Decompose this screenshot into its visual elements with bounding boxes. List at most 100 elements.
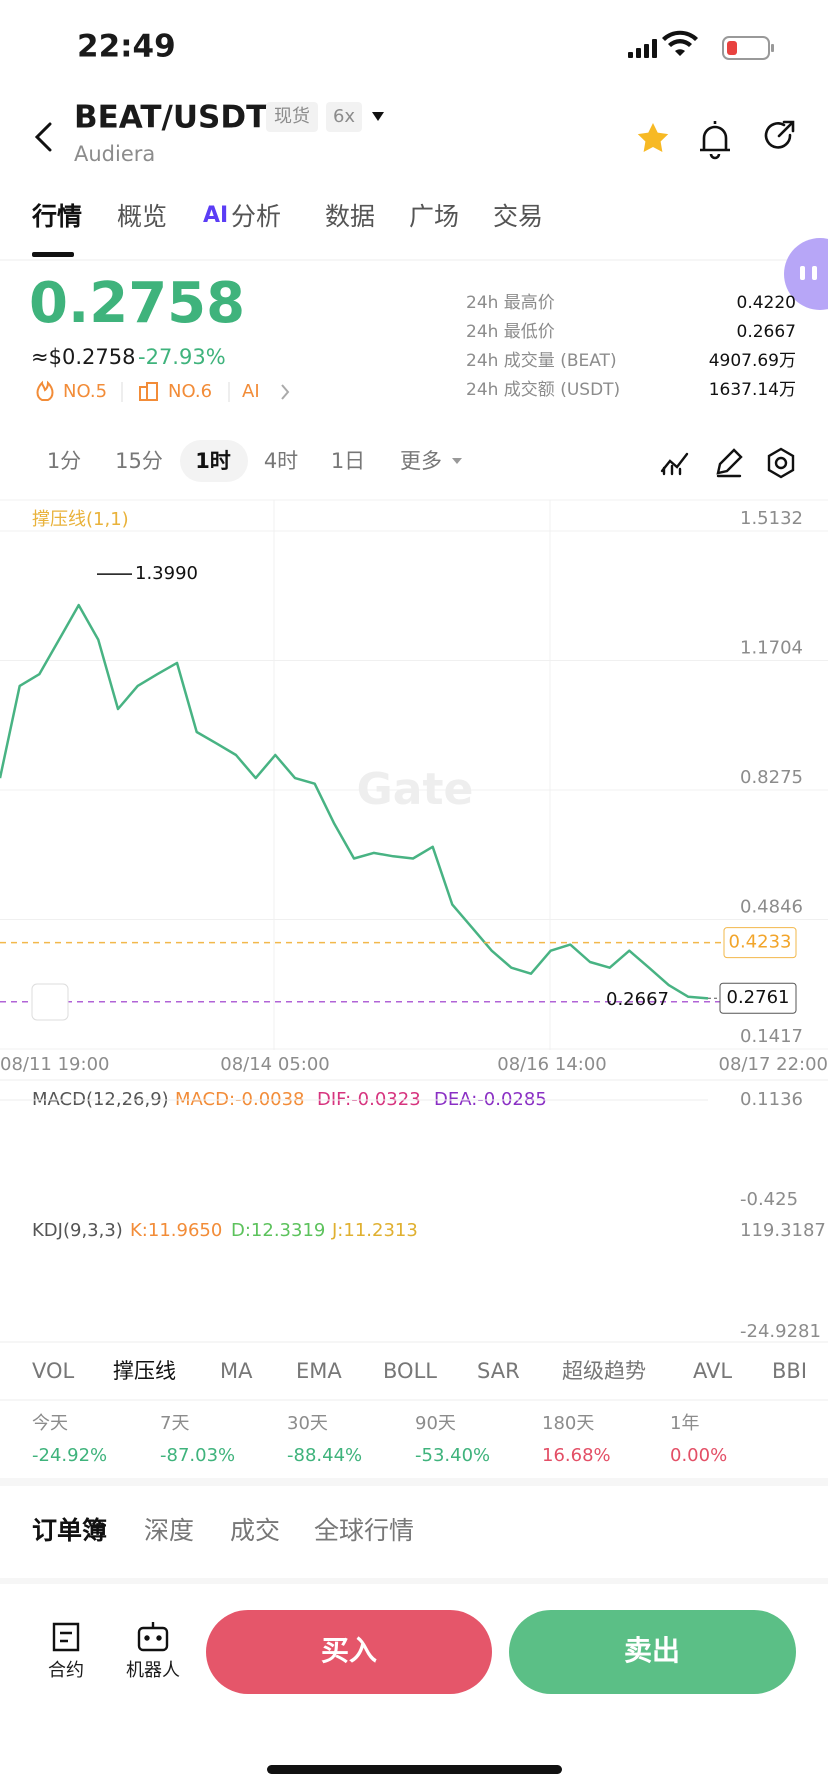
last-price: 0.2758 [29,271,245,336]
tab[interactable]: 分析 [231,202,281,231]
tab[interactable]: 数据 [325,202,375,231]
current-label: 0.2761 [727,987,790,1008]
share-button[interactable] [764,120,795,149]
back-button[interactable] [34,122,52,152]
indicator-tab[interactable]: AVL [693,1359,732,1383]
interval-active-bg [180,440,248,482]
book-tab[interactable]: 全球行情 [314,1516,414,1545]
resistance-box [723,927,797,959]
contract-label[interactable]: 合约 [48,1660,84,1681]
chevron [281,384,290,400]
chart-tools[interactable] [660,447,795,479]
robot-label[interactable]: 机器人 [126,1660,180,1681]
period-change: -53.40% [415,1445,490,1466]
hot-icon [36,380,54,401]
ai-link[interactable]: AI [242,381,260,402]
alert-bell[interactable] [700,121,730,160]
macd-axis-bottom: -0.425 [740,1189,798,1210]
kdj-title: KDJ(9,3,3) [32,1220,123,1241]
stat-label: 24h 最低价 [466,322,555,342]
stat-label: 24h 成交额 (USDT) [466,380,620,400]
favorite-star[interactable] [637,123,669,152]
x-tick-label: 08/11 19:00 [0,1054,109,1075]
book-tab[interactable]: 深度 [144,1516,194,1545]
floating-assistant[interactable] [784,238,828,310]
sell-label[interactable]: 卖出 [624,1634,680,1667]
k-value: K:11.9650 [130,1220,222,1241]
high-label: 1.3990 [135,563,198,584]
interval-tab[interactable]: 15分 [115,449,163,473]
j-value: J:11.2313 [331,1220,418,1241]
kdj-axis-top: 119.3187 [740,1220,826,1241]
indicator-tab[interactable]: 撑压线 [113,1359,176,1383]
stat-value: 0.2667 [737,322,796,342]
interval-tab[interactable]: 1分 [47,449,81,473]
leverage-tag: 6x [333,106,355,127]
buy-button[interactable] [206,1610,492,1694]
interval-tab[interactable]: 1时 [195,449,231,473]
stat-value: 4907.69万 [709,351,796,371]
rank-sector: NO.6 [168,381,212,402]
tab[interactable]: 概览 [117,202,167,231]
book-tab[interactable]: 订单簿 [32,1516,107,1545]
price-change: -27.93% [138,345,226,369]
interval-tab[interactable]: 更多 [400,449,442,473]
x-tick-label: 08/16 14:00 [497,1054,606,1075]
macd-axis-top: 0.1136 [740,1089,803,1110]
robot-icon[interactable] [137,1622,169,1652]
period-label: 今天 [32,1413,68,1434]
buy-label[interactable]: 买入 [321,1634,377,1667]
kdj-axis-bottom: -24.9281 [740,1321,821,1342]
indicator-tab[interactable]: BBI [772,1359,807,1383]
ai-badge: AI [203,203,228,228]
sell-button[interactable] [509,1610,796,1694]
d-value: D:12.3319 [231,1220,325,1241]
dropdown-arrow[interactable] [372,112,384,121]
spot-tag: 现货 [274,106,310,127]
y-tick-label: 0.1417 [740,1026,803,1047]
y-tick-label: 1.1704 [740,637,803,658]
stat-label: 24h 最高价 [466,293,555,313]
stat-value: 0.4220 [737,293,796,313]
tab[interactable]: 广场 [409,202,459,231]
indicator-tab[interactable]: MA [220,1359,253,1383]
section-gap [0,1478,828,1486]
stat-label: 24h 成交量 (BEAT) [466,351,617,371]
coin-name: Audiera [74,142,155,166]
period-label: 7天 [160,1413,189,1434]
period-label: 90天 [415,1413,456,1434]
interval-tab[interactable]: 4时 [264,449,298,473]
interval-tab[interactable]: 1日 [331,449,365,473]
indicator-tab[interactable]: EMA [296,1359,342,1383]
assistant-eye [800,266,805,280]
y-tick-label: 1.5132 [740,508,803,529]
indicator-tab[interactable]: SAR [477,1359,520,1383]
indicator-tab[interactable]: VOL [32,1359,75,1383]
resistance-label: 0.4233 [729,932,792,953]
period-label: 30天 [287,1413,328,1434]
tab-underline [32,252,74,257]
watermark: Gate [357,764,474,815]
usd-price: ≈$0.2758 [31,345,135,369]
period-label: 1年 [670,1413,699,1434]
status-time: 22:49 [77,29,176,65]
fullscreen-button[interactable] [31,983,69,1021]
book-tab[interactable]: 成交 [230,1516,280,1545]
period-change: -87.03% [160,1445,235,1466]
period-label: 180天 [542,1413,594,1434]
rank-icon [139,382,158,401]
y-tick-label: 0.4846 [740,896,803,917]
spot-tag-bg [266,102,318,132]
indicator-tab[interactable]: BOLL [383,1359,437,1383]
y-tick-label: 0.8275 [740,767,803,788]
contract-icon[interactable] [52,1622,80,1652]
more-arrow [452,458,462,464]
indicator-tab[interactable]: 超级趋势 [562,1359,646,1383]
assistant-eye [812,266,817,280]
period-change: -24.92% [32,1445,107,1466]
period-change: 16.68% [542,1445,611,1466]
tab[interactable]: 交易 [493,202,543,231]
pair-title: BEAT/USDT [74,100,267,136]
tab[interactable]: 行情 [31,202,82,231]
